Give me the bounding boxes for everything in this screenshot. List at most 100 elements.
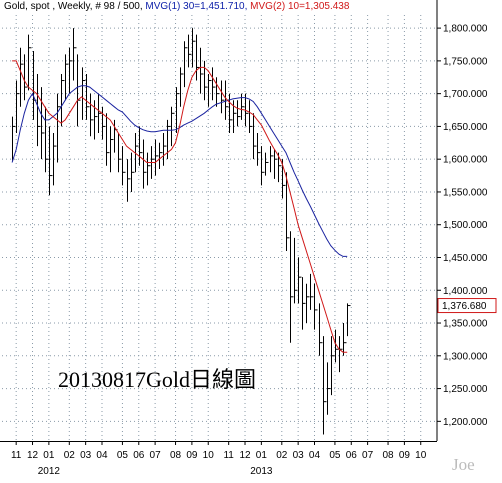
ohlc-bar [184, 41, 188, 88]
ohlc-bar [196, 34, 200, 81]
ohlc-bar [106, 113, 110, 166]
ohlc-bar [221, 80, 225, 114]
ohlc-bar [347, 303, 351, 337]
ohlc-bar [314, 283, 318, 330]
ohlc-bar [265, 152, 269, 176]
watermark: Joe [452, 455, 475, 474]
ohlc-bar [294, 237, 298, 304]
ohlc-bar [323, 336, 327, 435]
x-tick-label: 12 [239, 450, 251, 461]
ohlc-bar [143, 139, 147, 189]
ohlc-bar [49, 126, 53, 196]
ohlc-bar [90, 93, 94, 137]
x-tick-label: 01 [256, 450, 268, 461]
x-tick-label: 12 [27, 450, 39, 461]
ohlc-bar [139, 126, 143, 166]
ohlc-bar [41, 87, 45, 160]
ohlc-bar [86, 73, 90, 120]
ohlc-bar [102, 106, 106, 140]
ohlc-bar [135, 132, 139, 173]
y-tick-label: 1,700.000 [443, 89, 488, 100]
chart-header: Gold, spot , Weekly, # 98 / 500, MVG(1) … [4, 1, 349, 12]
ohlc-bar [163, 132, 167, 166]
x-tick-label: 01 [43, 450, 55, 461]
x-tick-label: 02 [64, 450, 76, 461]
last-price-label: 1,376.680 [442, 301, 487, 312]
y-tick-label: 1,300.000 [443, 351, 488, 362]
symbol-info: Gold, spot , Weekly, # 98 / 500, [4, 1, 143, 12]
ohlc-bar [155, 139, 159, 176]
x-tick-label: 07 [362, 450, 374, 461]
ohlc-bar [339, 336, 343, 373]
ohlc-bar [20, 47, 24, 107]
ma1-info: MVG(1) 30=1,451.710, [145, 1, 248, 12]
ohlc-bar [192, 28, 196, 68]
ohlc-bar [122, 146, 126, 186]
ohlc-bar [37, 73, 41, 147]
ohlc-bar [212, 67, 216, 101]
y-tick-label: 1,750.000 [443, 56, 488, 67]
ohlc-bar [327, 362, 331, 415]
ohlc-bar [216, 77, 220, 107]
x-tick-label: 02 [276, 450, 288, 461]
ohlc-bar [335, 329, 339, 363]
ohlc-bar [200, 47, 204, 94]
ohlc-bar [261, 146, 265, 186]
ohlc-bar [65, 54, 69, 101]
ohlc-bar [310, 273, 314, 310]
ohlc-bar [159, 142, 163, 170]
ohlc-bar [249, 100, 253, 133]
y-tick-label: 1,800.000 [443, 24, 488, 35]
y-tick-label: 1,400.000 [443, 286, 488, 297]
ohlc-bar [147, 152, 151, 186]
year-label: 2013 [250, 466, 273, 477]
ohlc-bar [331, 336, 335, 396]
ohlc-bar [225, 80, 229, 120]
ohlc-bar [57, 93, 61, 163]
ohlc-bar [45, 106, 49, 173]
moving-averages [11, 60, 348, 353]
last-price-box [437, 298, 497, 314]
ohlc-bar [77, 54, 81, 127]
ohlc-bar [12, 116, 16, 161]
y-tick-label: 1,200.000 [443, 417, 488, 428]
ohlc-bar [53, 132, 57, 186]
ohlc-bar [270, 146, 274, 173]
y-tick-label: 1,650.000 [443, 122, 488, 133]
ohlc-bar [82, 67, 86, 120]
ohlc-bar [114, 119, 118, 153]
x-tick-label: 09 [186, 450, 198, 461]
ohlc-bar [278, 152, 282, 183]
ohlc-bar [94, 100, 98, 140]
ohlc-bar [127, 159, 131, 202]
x-tick-label: 03 [80, 450, 92, 461]
x-tick-label: 04 [309, 450, 321, 461]
ohlc-bar [180, 67, 184, 107]
y-tick-label: 1,250.000 [443, 384, 488, 395]
x-tick-label: 07 [150, 450, 162, 461]
y-tick-label: 1,550.000 [443, 187, 488, 198]
x-tick-label: 11 [11, 450, 22, 461]
year-label: 2012 [38, 466, 61, 477]
x-tick-label: 11 [223, 450, 234, 461]
moving-average-line [12, 60, 348, 353]
ohlc-bar [290, 231, 294, 343]
y-tick-label: 1,350.000 [443, 319, 488, 330]
ohlc-bar [208, 73, 212, 107]
ohlc-bar [204, 60, 208, 101]
moving-average-line [11, 85, 348, 257]
x-tick-label: 08 [382, 450, 394, 461]
ohlc-bar [16, 80, 20, 133]
chart-annotation: 20130817Gold日線圖 [58, 367, 257, 392]
y-axis: 1,200.000 1,250.000 1,300.000 1,350.000 1,40… [437, 24, 497, 428]
ohlc-bar [171, 106, 175, 147]
ohlc-bar [302, 277, 306, 330]
x-tick-label: 10 [203, 450, 215, 461]
x-tick-label: 08 [170, 450, 182, 461]
x-axis: 11 12 01 02 03 04 05 06 07 08 09 10 11 12 01 02 03 04 05 06… [11, 441, 427, 477]
ohlc-bar [298, 257, 302, 304]
ohlc-bar [131, 152, 135, 192]
x-tick-label: 10 [415, 450, 427, 461]
x-tick-label: 05 [329, 450, 341, 461]
